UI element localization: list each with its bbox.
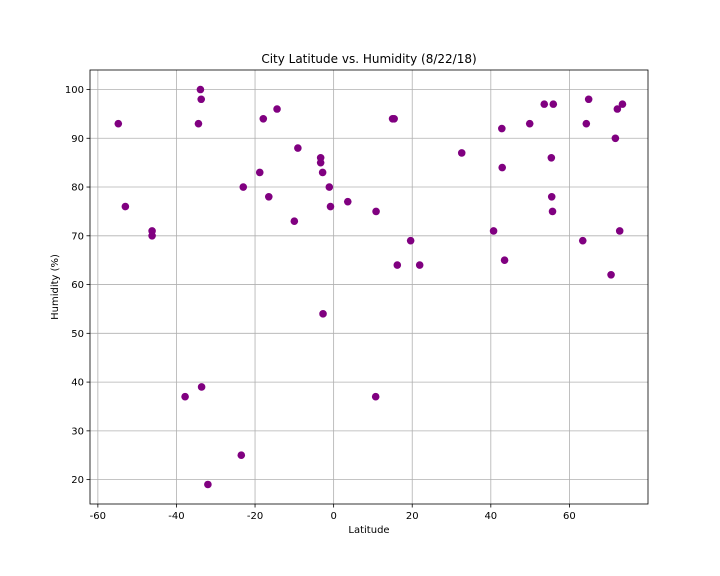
data-point xyxy=(611,134,620,143)
y-tick-label: 40 xyxy=(71,378,84,389)
data-point xyxy=(498,124,506,133)
data-point xyxy=(547,192,556,201)
data-point xyxy=(406,236,415,245)
data-point xyxy=(318,168,327,177)
data-point xyxy=(316,158,325,167)
data-point xyxy=(114,119,123,128)
data-point xyxy=(325,183,334,191)
data-point xyxy=(371,392,380,401)
x-tick-label: 40 xyxy=(484,511,497,522)
x-tick-label: 0 xyxy=(330,511,336,522)
data-point xyxy=(237,451,246,460)
y-axis-label: Humidity (%) xyxy=(50,254,61,320)
data-point xyxy=(294,144,302,152)
data-point xyxy=(582,119,591,128)
data-point xyxy=(613,105,622,113)
y-tick-label: 20 xyxy=(71,475,84,486)
data-point xyxy=(390,114,398,123)
data-point xyxy=(239,183,248,191)
y-tick-label: 80 xyxy=(71,183,84,194)
data-point xyxy=(290,217,299,225)
data-point xyxy=(319,310,327,318)
data-point xyxy=(181,392,189,401)
data-point xyxy=(615,227,624,235)
data-point xyxy=(525,119,534,128)
x-tick-label: 20 xyxy=(406,511,419,522)
data-point xyxy=(498,163,507,172)
data-point xyxy=(549,100,558,108)
data-point xyxy=(500,256,509,264)
data-point xyxy=(584,95,593,104)
data-point xyxy=(204,480,212,489)
x-tick-label: 60 xyxy=(563,511,576,522)
chart-title: City Latitude vs. Humidity (8/22/18) xyxy=(261,52,476,66)
data-point xyxy=(197,383,206,391)
data-point xyxy=(618,100,627,108)
data-point xyxy=(393,261,402,269)
data-point xyxy=(607,271,615,279)
x-axis-ticks: -60 -40 -20 0 20 40 60 xyxy=(90,504,576,522)
y-tick-label: 100 xyxy=(65,85,84,96)
y-tick-label: 90 xyxy=(71,134,84,145)
plot-frame xyxy=(89,69,649,505)
x-tick-label: -60 xyxy=(90,511,106,522)
x-tick-label: -40 xyxy=(168,511,184,522)
data-point xyxy=(548,207,557,216)
data-point xyxy=(273,105,281,113)
data-point xyxy=(326,202,335,211)
data-point xyxy=(255,168,264,177)
x-tick-label: -20 xyxy=(247,511,263,522)
data-point xyxy=(148,231,156,240)
data-point xyxy=(578,236,587,245)
data-point xyxy=(121,202,130,211)
data-point xyxy=(194,119,203,128)
data-point xyxy=(264,192,273,201)
x-axis-label: Latitude xyxy=(348,525,389,536)
data-point xyxy=(259,114,268,123)
data-point xyxy=(196,85,205,94)
data-point xyxy=(457,149,466,157)
y-tick-label: 50 xyxy=(71,329,84,340)
data-point xyxy=(372,207,380,216)
y-tick-label: 30 xyxy=(71,426,84,437)
data-point xyxy=(415,261,424,269)
y-tick-label: 60 xyxy=(71,280,84,291)
scatter-points xyxy=(114,85,627,489)
data-point xyxy=(343,197,352,206)
y-axis-ticks: 20 30 40 50 60 70 80 90 100 xyxy=(65,85,90,486)
grid-lines xyxy=(90,70,648,504)
data-point xyxy=(489,227,498,235)
data-point xyxy=(197,95,206,104)
y-tick-label: 70 xyxy=(71,231,84,242)
data-point xyxy=(540,100,549,108)
data-point xyxy=(547,153,556,162)
